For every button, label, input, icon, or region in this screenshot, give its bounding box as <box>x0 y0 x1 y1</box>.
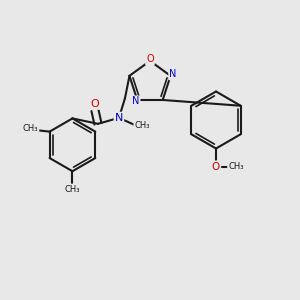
Text: CH₃: CH₃ <box>65 185 80 194</box>
Text: N: N <box>169 69 177 79</box>
Text: N: N <box>115 113 123 123</box>
Text: CH₃: CH₃ <box>228 162 244 171</box>
Text: O: O <box>212 161 220 172</box>
Text: N: N <box>132 97 140 106</box>
Text: CH₃: CH₃ <box>23 124 38 133</box>
Text: CH₃: CH₃ <box>134 121 150 130</box>
Text: O: O <box>146 54 154 64</box>
Text: O: O <box>91 99 99 109</box>
